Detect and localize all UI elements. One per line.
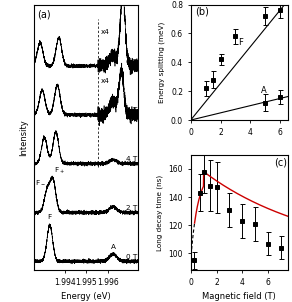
Text: 2 T: 2 T — [126, 205, 137, 211]
Text: (b): (b) — [196, 7, 209, 17]
X-axis label: Magnetic field (T): Magnetic field (T) — [202, 292, 276, 301]
Text: 0 T: 0 T — [126, 254, 137, 260]
Text: x4: x4 — [100, 29, 110, 35]
Y-axis label: Energy splitting (meV): Energy splitting (meV) — [159, 22, 165, 103]
Y-axis label: Long decay time (ns): Long decay time (ns) — [157, 175, 163, 251]
Text: F: F — [48, 214, 52, 220]
Text: (a): (a) — [37, 10, 50, 20]
Text: A: A — [110, 244, 116, 250]
Text: (c): (c) — [274, 157, 287, 167]
Text: 5 T: 5 T — [126, 108, 137, 113]
Text: F$_-$: F$_-$ — [35, 178, 46, 186]
Text: F$_+$: F$_+$ — [54, 166, 65, 176]
Text: x4: x4 — [100, 78, 110, 84]
Text: 4 T: 4 T — [126, 156, 137, 162]
X-axis label: Energy (eV): Energy (eV) — [61, 292, 111, 301]
Text: 6 T: 6 T — [126, 59, 137, 65]
Text: A: A — [261, 86, 267, 95]
Text: F: F — [238, 38, 243, 47]
Y-axis label: Intensity: Intensity — [19, 119, 28, 156]
